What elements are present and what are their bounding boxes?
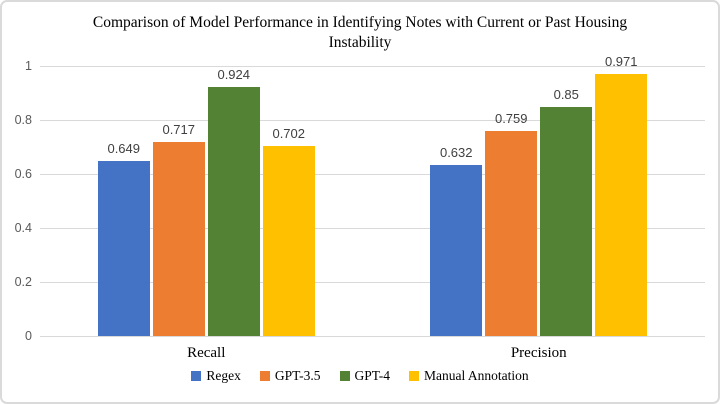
legend-label: GPT-4 bbox=[354, 368, 391, 383]
x-axis-category-label: Recall bbox=[187, 345, 226, 361]
bar-gpt-3-5-recall bbox=[152, 142, 205, 336]
y-axis-tick-label: 0.4 bbox=[14, 221, 32, 235]
y-axis-tick-label: 0.2 bbox=[14, 275, 32, 289]
bar-data-label: 0.717 bbox=[162, 122, 196, 138]
y-axis-tick-label: 1 bbox=[25, 59, 32, 73]
bar-regex-precision bbox=[430, 165, 483, 336]
bar-data-label: 0.649 bbox=[107, 140, 141, 156]
legend-item-regex: Regex bbox=[191, 368, 241, 384]
y-axis-tick-label: 0.8 bbox=[14, 113, 32, 127]
legend-label: GPT-3.5 bbox=[274, 368, 321, 383]
bar-data-label: 0.971 bbox=[604, 53, 638, 69]
bar-regex-recall bbox=[97, 160, 150, 336]
legend-item-gpt-3-5: GPT-3.5 bbox=[259, 368, 321, 384]
gridline bbox=[40, 281, 705, 283]
x-axis-category-label: Precision bbox=[510, 345, 567, 361]
gridline bbox=[40, 173, 705, 175]
legend-label: Manual Annotation bbox=[424, 368, 529, 383]
bar-data-label: 0.85 bbox=[553, 86, 579, 102]
bar-gpt-3-5-precision bbox=[485, 131, 538, 336]
legend-swatch-icon bbox=[191, 371, 202, 381]
bar-manual-annotation-precision bbox=[595, 73, 648, 336]
bar-data-label: 0.924 bbox=[217, 66, 251, 82]
bar-data-label: 0.702 bbox=[272, 126, 306, 142]
bar-manual-annotation-recall bbox=[262, 146, 315, 336]
gridline bbox=[40, 335, 705, 337]
gridline bbox=[40, 65, 705, 67]
legend-swatch-icon bbox=[339, 371, 350, 381]
y-axis-tick-label: 0 bbox=[25, 329, 32, 343]
legend-label: Regex bbox=[206, 368, 241, 383]
gridline bbox=[40, 119, 705, 121]
legend-item-gpt-4: GPT-4 bbox=[339, 368, 391, 384]
legend-swatch-icon bbox=[259, 371, 270, 381]
chart-title: Comparison of Model Performance in Ident… bbox=[92, 14, 628, 52]
y-axis-tick-label: 0.6 bbox=[14, 167, 32, 181]
bar-data-label: 0.632 bbox=[439, 145, 473, 161]
legend: Regex GPT-3.5 GPT-4 Manual Annotation bbox=[2, 368, 718, 384]
bar-data-label: 0.759 bbox=[494, 111, 528, 127]
legend-item-manual-annotation: Manual Annotation bbox=[409, 368, 529, 384]
bar-gpt-4-recall bbox=[207, 86, 260, 336]
legend-swatch-icon bbox=[409, 371, 420, 381]
gridline bbox=[40, 227, 705, 229]
bar-gpt-4-precision bbox=[540, 106, 593, 336]
